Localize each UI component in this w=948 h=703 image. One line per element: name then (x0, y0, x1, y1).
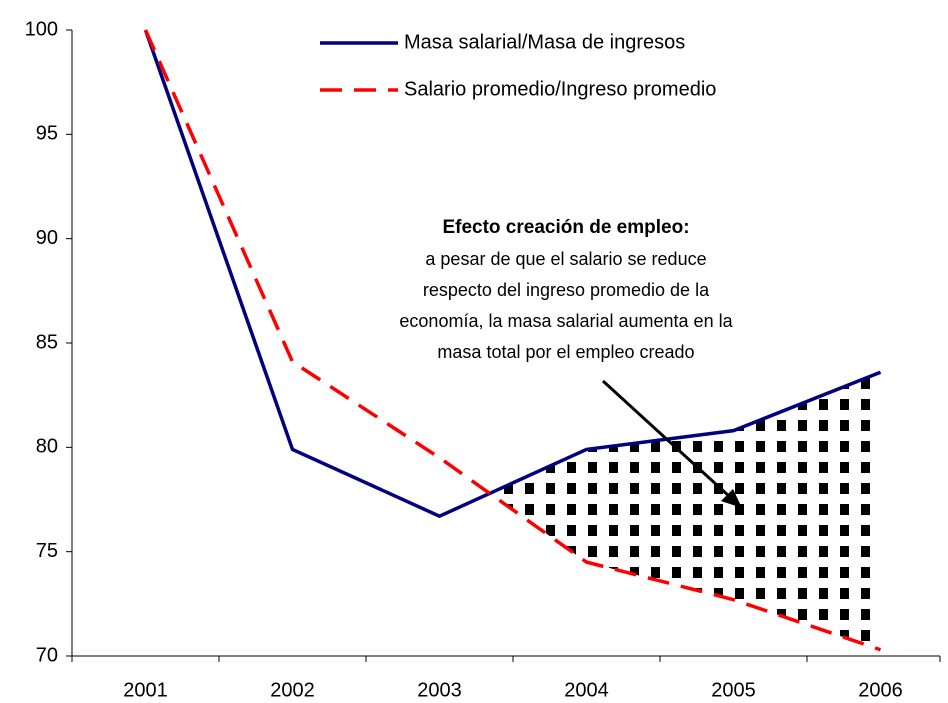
legend-label: Masa salarial/Masa de ingresos (404, 31, 685, 53)
x-tick-label: 2005 (711, 679, 756, 701)
y-tick-label: 70 (36, 644, 58, 666)
y-tick-label: 75 (36, 540, 58, 562)
x-tick-label: 2003 (417, 679, 462, 701)
x-tick-label: 2002 (270, 679, 315, 701)
y-tick-label: 85 (36, 331, 58, 353)
y-tick-label: 90 (36, 227, 58, 249)
x-tick-label: 2004 (564, 679, 609, 701)
y-tick-label: 95 (36, 123, 58, 145)
y-tick-label: 80 (36, 436, 58, 458)
annotation-title: Efecto creación de empleo: (442, 217, 689, 238)
shaded-area (489, 372, 881, 650)
annotation-line: economía, la masa salarial aumenta en la (399, 311, 733, 331)
x-tick-label: 2001 (123, 679, 168, 701)
annotation-arrowhead (721, 489, 742, 508)
y-tick-label: 100 (25, 18, 58, 40)
series-line (143, 29, 882, 652)
series-line (143, 29, 882, 519)
annotation-arrow (601, 379, 732, 499)
legend-label: Salario promedio/Ingreso promedio (404, 78, 716, 100)
x-tick-label: 2006 (858, 679, 903, 701)
annotation-line: a pesar de que el salario se reduce (425, 249, 706, 269)
annotation-line: masa total por el empleo creado (437, 342, 694, 362)
annotation-line: respecto del ingreso promedio de la (423, 280, 710, 300)
